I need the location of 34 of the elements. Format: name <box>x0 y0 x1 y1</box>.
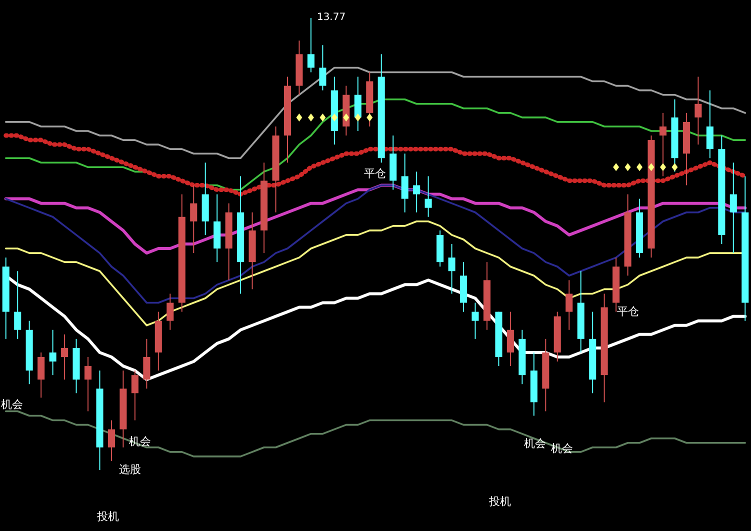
candlestick <box>49 329 56 376</box>
annotation: 机会 <box>524 437 546 450</box>
annotation: 选股 <box>119 463 141 476</box>
annotation: 机会 <box>551 442 573 455</box>
candlestick <box>307 18 314 73</box>
candlestick <box>131 370 138 421</box>
candlestick <box>401 153 408 213</box>
candlestick <box>61 334 68 380</box>
candlestick <box>566 280 573 330</box>
candlestick <box>166 293 174 330</box>
candlestick <box>84 356 92 412</box>
candlestick <box>694 76 702 146</box>
text: 投机 <box>488 495 511 508</box>
candlestick <box>38 352 45 398</box>
candlestick <box>706 90 714 159</box>
candlestick <box>424 176 432 218</box>
candlestick <box>14 270 22 340</box>
candlestick <box>354 76 362 132</box>
candlestick <box>319 44 326 91</box>
candlestick <box>448 244 456 294</box>
candlestick <box>659 112 667 177</box>
candlestick <box>413 171 420 213</box>
candlestick <box>143 338 150 390</box>
annotation: 机会 <box>129 435 151 448</box>
annotation: 机会 <box>1 398 23 411</box>
candlestick <box>506 311 514 367</box>
candlestick <box>730 162 737 254</box>
candlestick <box>472 302 479 340</box>
annotation: 平仓 <box>364 167 386 180</box>
annotation: 13.77 <box>316 12 346 23</box>
candlestick <box>190 184 198 254</box>
candlestick <box>108 420 115 462</box>
annotation: 平仓 <box>617 305 639 318</box>
text: 投机 <box>96 510 119 523</box>
